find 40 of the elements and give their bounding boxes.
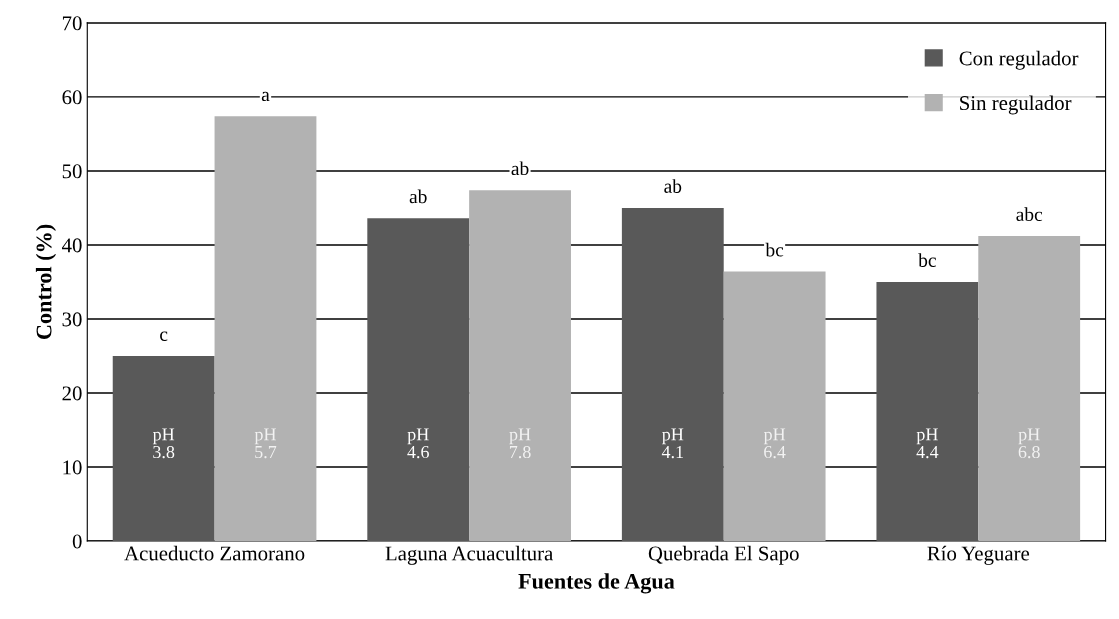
y-tick-label: 50 [62,164,82,179]
x-tick-label: Acueducto Zamorano [124,545,305,561]
annotation: pH 3.8 [152,428,175,459]
data-label: ab [664,179,682,193]
y-axis-title: Control (%) [35,224,57,339]
bar [367,218,470,542]
y-tick-label: 10 [63,460,82,475]
data-label: ab [409,189,427,204]
bar [723,271,826,542]
x-tick-label: Laguna Acuacultura [385,545,554,565]
bar [469,190,571,542]
annotation: pH 7.8 [509,428,531,459]
x-axis-title: Fuentes de Agua [518,573,675,594]
y-tick-label: 30 [62,312,82,327]
data-label: ab [511,161,529,176]
data-label: bc [765,242,784,257]
data-label: c [160,331,168,341]
legend-label: Con regulador [959,50,1079,70]
y-tick-label: 0 [72,534,82,549]
data-label: abc [1016,207,1043,221]
legend-label: Sin regulador [960,95,1072,115]
annotation: pH 4.1 [661,428,684,459]
annotation: pH 4.6 [407,428,429,459]
y-tick-label: 70 [62,16,82,31]
bar [621,207,724,542]
annotation: pH 5.7 [254,428,277,459]
y-tick-label: 20 [62,386,82,401]
x-tick-label: Río Yeguare [927,545,1030,565]
data-label: bc [918,253,936,267]
bar [112,355,215,542]
bar [978,236,1081,542]
y-tick-label: 40 [61,238,82,253]
annotation: pH 4.4 [916,428,939,459]
x-tick-label: Quebrada El Sapo [648,545,799,565]
annotation: pH 6.4 [763,428,786,459]
bar [214,116,317,542]
bar [876,281,979,542]
data-label: a [261,91,270,102]
y-tick-label: 60 [62,90,82,105]
annotation: pH 6.8 [1018,428,1040,459]
